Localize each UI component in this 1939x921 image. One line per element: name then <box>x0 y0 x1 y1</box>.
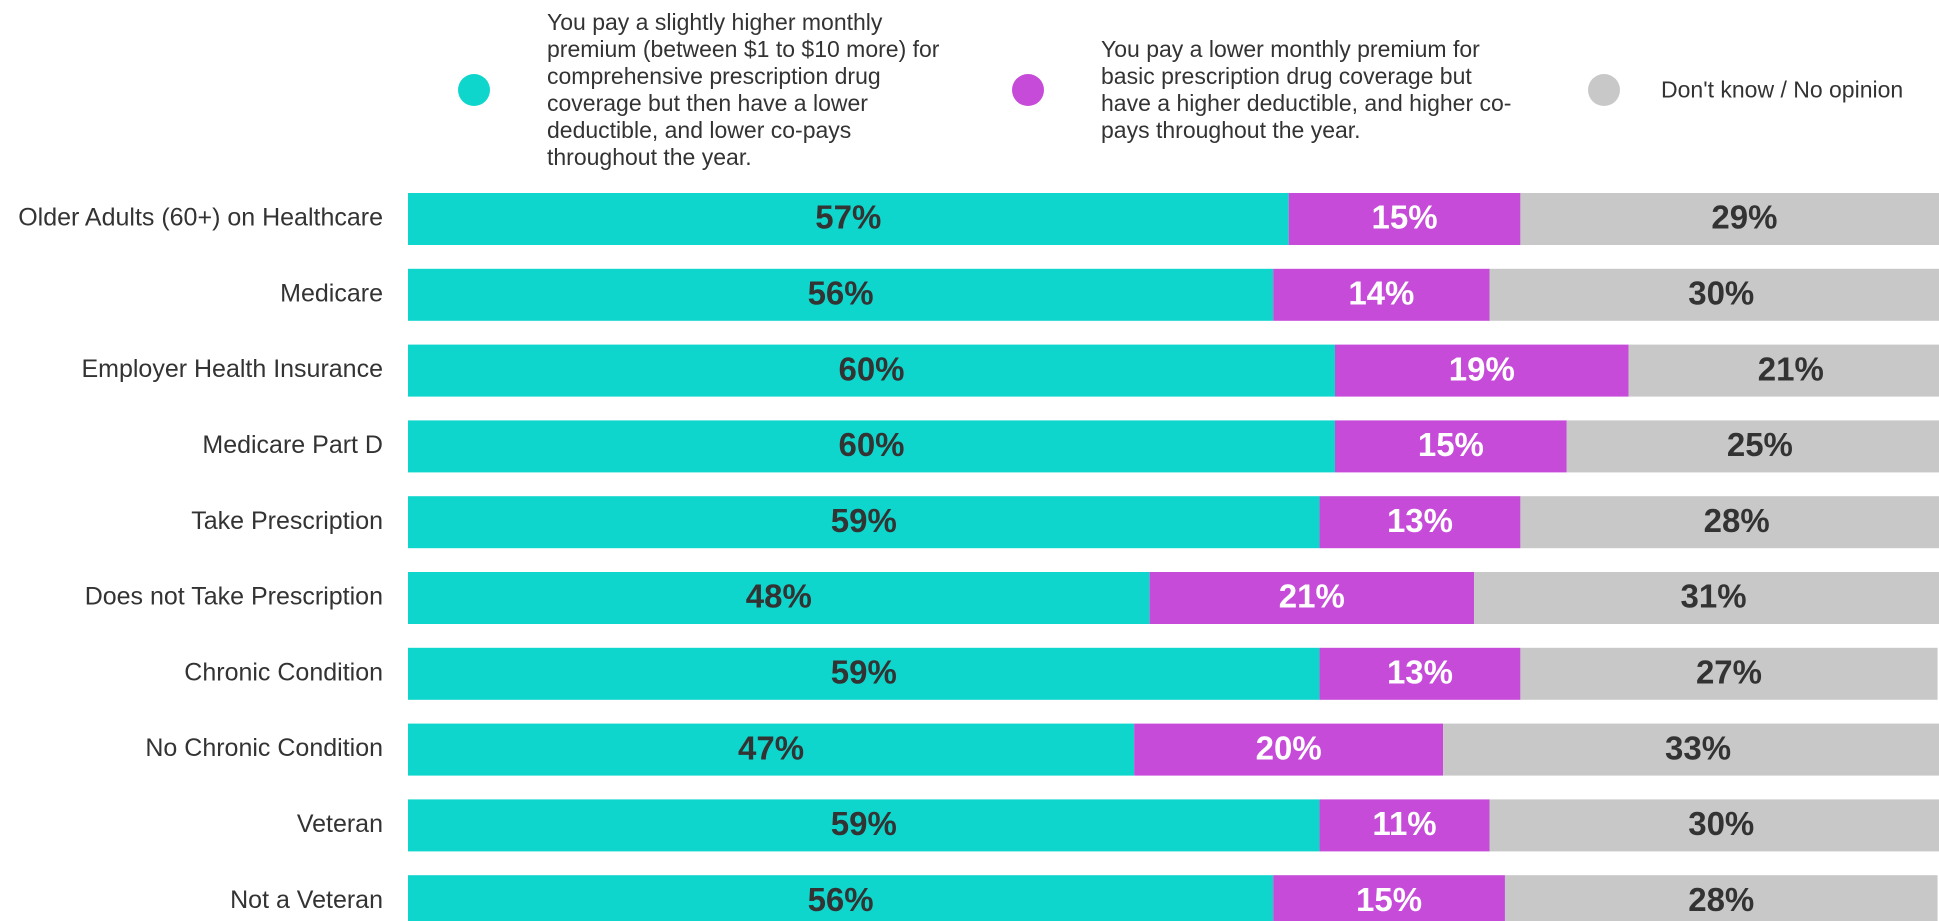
value-label: 60% <box>838 350 904 387</box>
category-label: No Chronic Condition <box>145 734 383 762</box>
legend-marker <box>1012 74 1044 106</box>
bar-segment <box>408 572 1150 624</box>
bar-segment <box>1504 875 1938 921</box>
bar-segment <box>1474 572 1939 624</box>
value-label: 56% <box>808 881 874 918</box>
value-label: 57% <box>815 199 881 236</box>
value-label: 15% <box>1356 881 1422 918</box>
value-label: 30% <box>1688 805 1754 842</box>
value-label: 28% <box>1704 502 1770 539</box>
value-label: 27% <box>1696 654 1762 691</box>
bar-segment <box>1273 268 1490 321</box>
bar-segment <box>1566 420 1939 473</box>
value-label: 11% <box>1372 805 1436 842</box>
legend-marker <box>458 74 490 106</box>
bar-segment <box>1520 496 1939 549</box>
legend-label: You pay a slightly higher monthly premiu… <box>547 9 940 170</box>
value-label: 30% <box>1688 275 1754 312</box>
value-label: 56% <box>808 275 874 312</box>
category-label: Medicare <box>280 279 383 307</box>
value-label: 15% <box>1418 426 1484 463</box>
bar-segment <box>1319 799 1490 852</box>
value-label: 31% <box>1680 578 1746 615</box>
bar-segment <box>1520 647 1938 700</box>
bar-segment <box>408 193 1289 245</box>
value-label: 59% <box>831 805 897 842</box>
value-label: 29% <box>1711 199 1777 236</box>
bar-segment <box>408 268 1274 321</box>
bar-segment <box>1288 193 1521 245</box>
value-label: 25% <box>1727 426 1793 463</box>
category-label: Take Prescription <box>191 507 383 535</box>
bar-segment <box>1319 647 1521 700</box>
bar-segment <box>1273 875 1505 921</box>
bar-segment <box>408 723 1135 776</box>
category-label: Medicare Part D <box>202 431 383 459</box>
bar-segment <box>1489 268 1939 321</box>
bar-segment <box>1319 496 1521 549</box>
value-label: 20% <box>1256 729 1322 766</box>
bar-segment <box>408 420 1335 473</box>
value-label: 33% <box>1665 729 1731 766</box>
bar-segment <box>408 496 1320 549</box>
bar-segment <box>1134 723 1444 776</box>
value-label: 48% <box>746 578 812 615</box>
bar-segment <box>1149 572 1475 624</box>
bar-segment <box>408 875 1274 921</box>
value-label: 60% <box>838 426 904 463</box>
category-label: Chronic Condition <box>184 658 383 686</box>
value-label: 19% <box>1449 350 1515 387</box>
category-label: Veteran <box>297 810 383 838</box>
legend-marker <box>1588 74 1620 106</box>
category-label: Does not Take Prescription <box>85 583 383 611</box>
bar-segment <box>1489 799 1939 852</box>
bar-segment <box>1335 420 1567 473</box>
value-label: 21% <box>1279 578 1345 615</box>
bar-segment <box>408 344 1335 397</box>
value-label: 21% <box>1758 350 1824 387</box>
bar-segment <box>1443 723 1939 776</box>
value-label: 15% <box>1371 199 1437 236</box>
value-label: 13% <box>1387 654 1453 691</box>
legend-label: You pay a lower monthly premium for basi… <box>1101 36 1512 143</box>
bar-segment <box>1520 193 1939 245</box>
value-label: 47% <box>738 729 804 766</box>
value-label: 28% <box>1688 881 1754 918</box>
category-label: Employer Health Insurance <box>81 355 383 383</box>
bar-segment <box>1628 344 1939 397</box>
value-label: 13% <box>1387 502 1453 539</box>
category-label: Not a Veteran <box>230 886 383 914</box>
legend-label: Don't know / No opinion <box>1661 76 1904 103</box>
bar-segment <box>408 647 1320 700</box>
value-label: 14% <box>1348 275 1414 312</box>
category-label: Older Adults (60+) on Healthcare <box>18 204 383 232</box>
bar-segment <box>1335 344 1629 397</box>
value-label: 59% <box>831 502 897 539</box>
value-label: 59% <box>831 654 897 691</box>
bar-segment <box>408 799 1320 852</box>
